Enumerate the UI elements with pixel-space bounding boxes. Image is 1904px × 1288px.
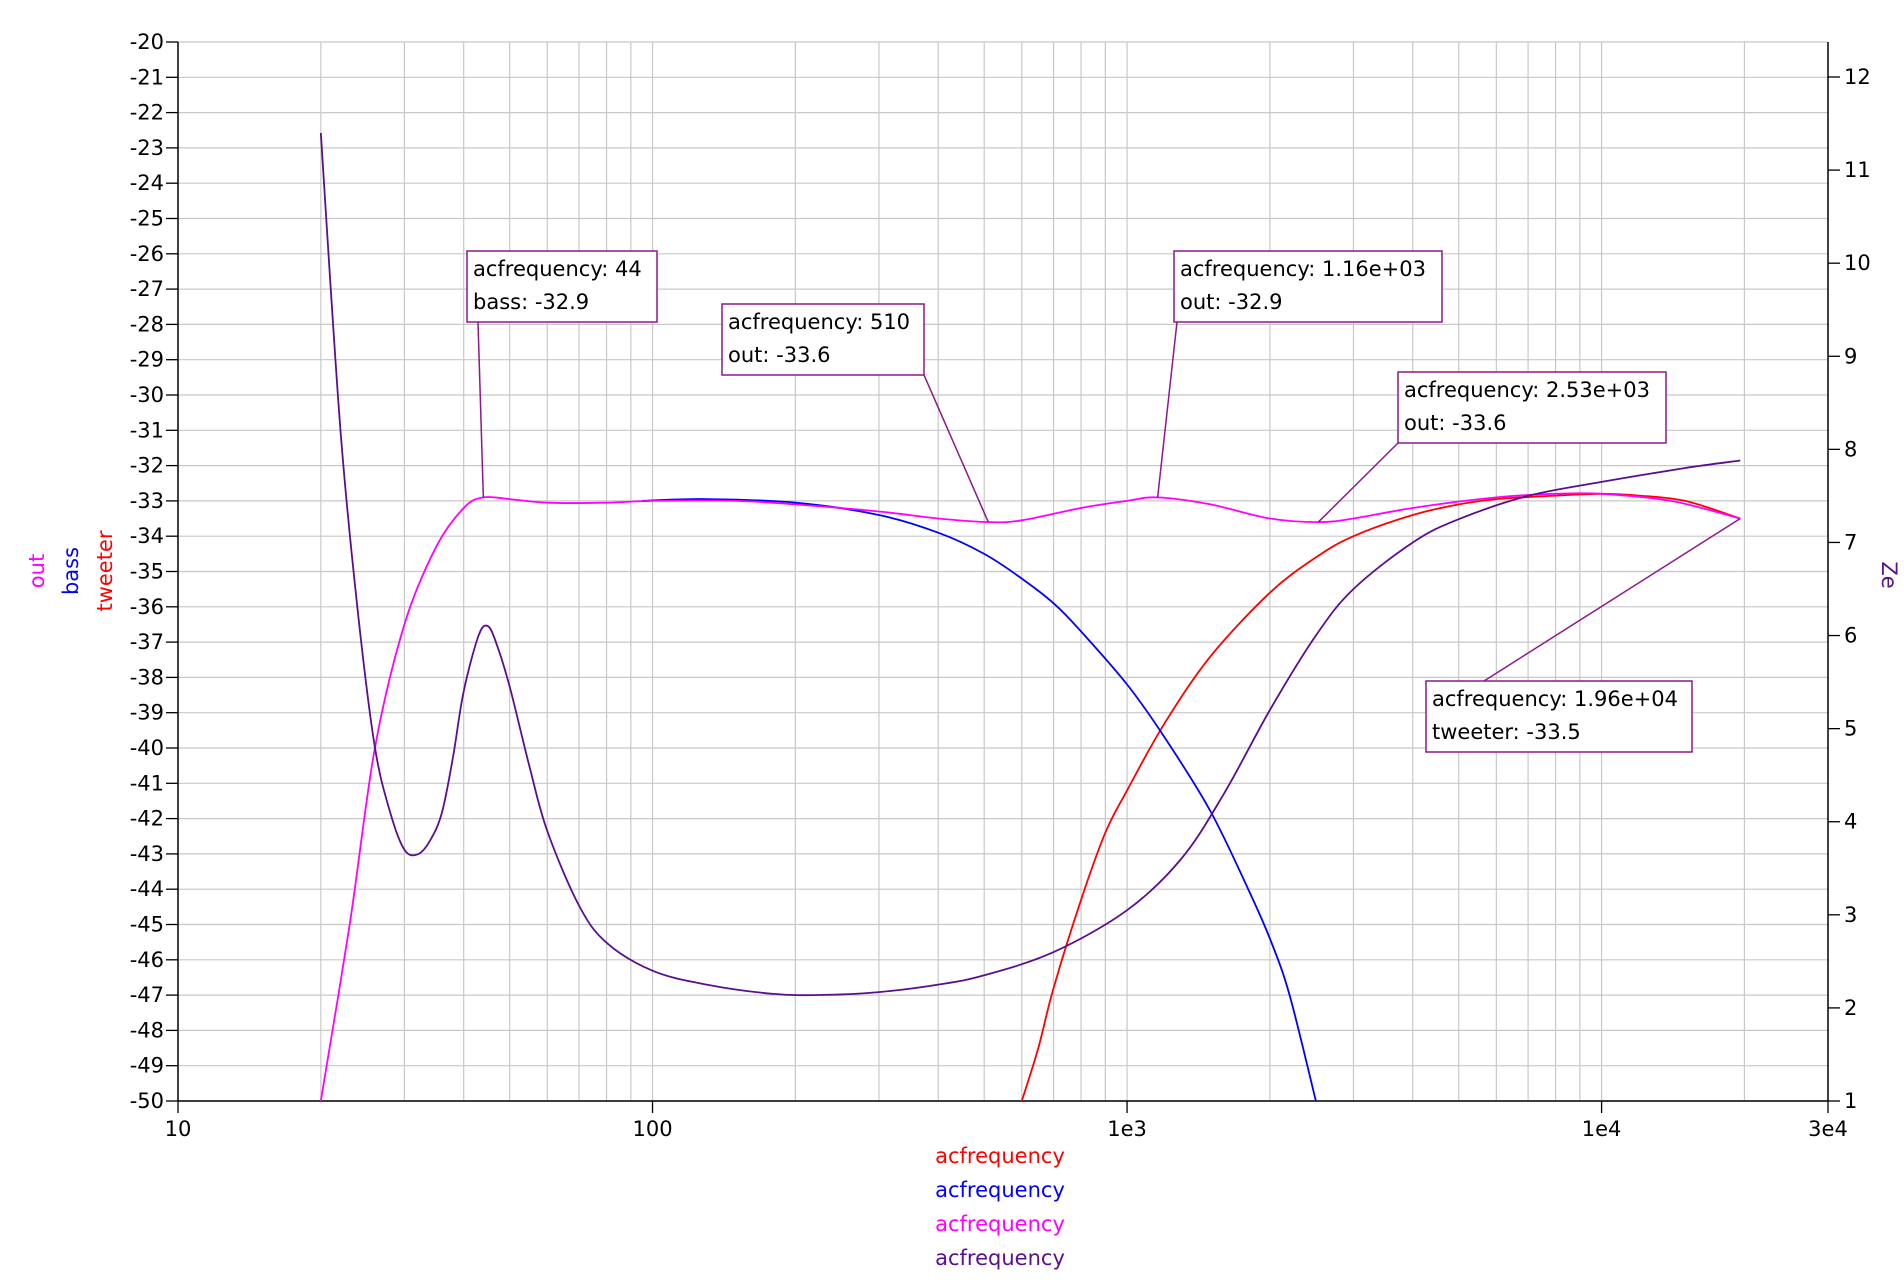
y-left-axis-label-out: out bbox=[25, 554, 49, 588]
y-left-tick-label: -43 bbox=[130, 842, 164, 866]
y-left-tick-label: -48 bbox=[130, 1018, 164, 1042]
y-right-tick-label: 7 bbox=[1844, 530, 1857, 554]
y-left-tick-label: -41 bbox=[130, 771, 164, 795]
y-right-tick-label: 10 bbox=[1844, 251, 1871, 275]
y-right-tick-label: 12 bbox=[1844, 65, 1871, 89]
annotation-box: acfrequency: 44 bass: -32.9 bbox=[466, 250, 658, 498]
annotation-line-2: out: -33.6 bbox=[1404, 411, 1506, 435]
x-tick-label: 3e4 bbox=[1808, 1117, 1848, 1141]
y-left-tick-label: -20 bbox=[130, 30, 164, 54]
y-right-axis-label: Ze bbox=[1877, 561, 1901, 588]
y-left-axis-label-tweeter: tweeter bbox=[93, 530, 117, 611]
y-right-tick-label: 6 bbox=[1844, 624, 1857, 648]
y-left-tick-label: -28 bbox=[130, 312, 164, 336]
annotation-box: acfrequency: 510 out: -33.6 bbox=[721, 303, 989, 523]
annotation-line-2: bass: -32.9 bbox=[473, 290, 589, 314]
y-left-tick-label: -35 bbox=[130, 560, 164, 584]
y-left-tick-label: -44 bbox=[130, 877, 164, 901]
y-left-tick-label: -29 bbox=[130, 348, 164, 372]
y-left-axis-label-bass: bass bbox=[59, 547, 83, 595]
annotation-frame bbox=[1397, 371, 1667, 444]
y-left-tick-label: -46 bbox=[130, 948, 164, 972]
annotation-frame bbox=[466, 250, 658, 323]
annotation-frame bbox=[1173, 250, 1443, 323]
annotation-leader-line bbox=[1317, 442, 1399, 523]
annotation-frame bbox=[1425, 680, 1693, 753]
annotation-box: acfrequency: 1.16e+03 out: -32.9 bbox=[1156, 250, 1443, 498]
y-left-tick-label: -49 bbox=[130, 1054, 164, 1078]
y-left-tick-label: -33 bbox=[130, 489, 164, 513]
series-line-Ze bbox=[319, 132, 1741, 997]
y-right-tick-label: 5 bbox=[1844, 717, 1857, 741]
y-left-tick-label: -32 bbox=[130, 454, 164, 478]
series-line-out bbox=[319, 492, 1741, 1102]
x-axis-label: acfrequency bbox=[935, 1178, 1065, 1202]
annotation-leader-line bbox=[923, 374, 989, 523]
y-left-tick-label: -25 bbox=[130, 207, 164, 231]
y-left-tick-label: -31 bbox=[130, 418, 164, 442]
y-left-tick-label: -50 bbox=[130, 1089, 164, 1113]
x-tick-label: 1e3 bbox=[1107, 1117, 1147, 1141]
y-left-tick-label: -45 bbox=[130, 913, 164, 937]
annotation-box: acfrequency: 2.53e+03 out: -33.6 bbox=[1317, 371, 1667, 523]
y-left-tick-label: -39 bbox=[130, 701, 164, 725]
y-left-tick-label: -21 bbox=[130, 65, 164, 89]
annotation-box: acfrequency: 1.96e+04 tweeter: -33.5 bbox=[1425, 517, 1741, 753]
x-tick-label: 1e4 bbox=[1582, 1117, 1622, 1141]
y-right-tick-label: 1 bbox=[1844, 1089, 1857, 1113]
y-left-tick-label: -26 bbox=[130, 242, 164, 266]
x-tick-label: 10 bbox=[165, 1117, 192, 1141]
y-right-tick-label: 11 bbox=[1844, 158, 1871, 182]
x-tick-label: 100 bbox=[632, 1117, 672, 1141]
axes: -20 -21 -22 -23 -24 -25 -26 -27 -28 -29 -30 -31 -32 -… bbox=[25, 30, 1901, 1270]
y-left-tick-label: -27 bbox=[130, 277, 164, 301]
annotation-line-1: acfrequency: 510 bbox=[728, 310, 910, 334]
annotation-line-1: acfrequency: 1.16e+03 bbox=[1180, 257, 1426, 281]
y-right-tick-label: 3 bbox=[1844, 903, 1857, 927]
x-axis-label: acfrequency bbox=[935, 1144, 1065, 1168]
x-axis-label: acfrequency bbox=[935, 1212, 1065, 1236]
y-left-tick-label: -36 bbox=[130, 595, 164, 619]
series bbox=[319, 132, 1741, 1102]
annotations: acfrequency: 44 bass: -32.9 acfrequency: 5… bbox=[466, 250, 1741, 753]
annotation-line-2: tweeter: -33.5 bbox=[1432, 720, 1581, 744]
annotation-leader-line bbox=[1156, 321, 1178, 498]
annotation-leader-line bbox=[477, 321, 485, 498]
y-right-tick-label: 9 bbox=[1844, 344, 1857, 368]
annotation-line-2: out: -32.9 bbox=[1180, 290, 1282, 314]
annotation-line-1: acfrequency: 1.96e+04 bbox=[1432, 687, 1678, 711]
y-left-tick-label: -38 bbox=[130, 665, 164, 689]
annotation-line-1: acfrequency: 44 bbox=[473, 257, 642, 281]
x-axis-label: acfrequency bbox=[935, 1246, 1065, 1270]
annotation-line-2: out: -33.6 bbox=[728, 343, 830, 367]
annotation-line-1: acfrequency: 2.53e+03 bbox=[1404, 378, 1650, 402]
y-right-tick-label: 2 bbox=[1844, 996, 1857, 1020]
y-left-tick-label: -42 bbox=[130, 807, 164, 831]
y-left-tick-label: -37 bbox=[130, 630, 164, 654]
annotation-leader-line bbox=[1483, 517, 1741, 682]
annotation-frame bbox=[721, 303, 925, 376]
y-left-tick-label: -34 bbox=[130, 524, 164, 548]
y-left-tick-label: -23 bbox=[130, 136, 164, 160]
grid bbox=[178, 41, 1828, 1102]
y-left-tick-label: -40 bbox=[130, 736, 164, 760]
y-left-tick-label: -22 bbox=[130, 101, 164, 125]
y-left-tick-label: -24 bbox=[130, 171, 164, 195]
y-left-tick-label: -47 bbox=[130, 983, 164, 1007]
y-right-tick-label: 8 bbox=[1844, 437, 1857, 461]
y-left-tick-label: -30 bbox=[130, 383, 164, 407]
y-right-tick-label: 4 bbox=[1844, 810, 1857, 834]
